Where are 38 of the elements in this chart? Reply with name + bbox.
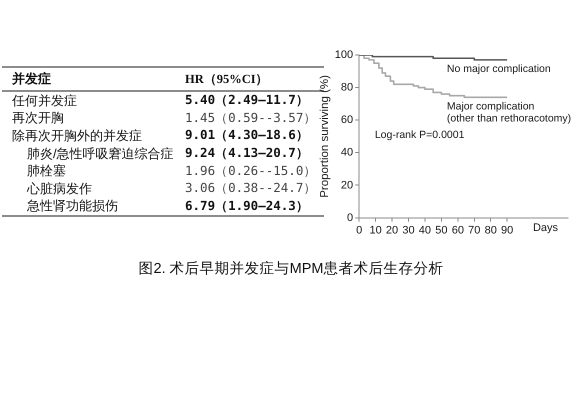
text: HR（95%CI）: [185, 72, 269, 86]
x-tick-label: 50: [435, 224, 448, 236]
text: 1.96（0.26--15.0）: [185, 162, 316, 178]
text: 肺炎/急性呼吸窘迫综合症: [27, 146, 174, 161]
x-tick-label: 30: [402, 224, 415, 236]
text: 再次开胸: [12, 110, 64, 126]
annotation: Log-rank P=0.0001: [374, 129, 465, 142]
x-tick-label: 20: [386, 224, 398, 236]
series-label: No major complication: [446, 63, 551, 76]
text: 心脏病发作: [27, 180, 92, 196]
text: 6.79（1.90—24.3）: [185, 198, 309, 213]
y-tick-label: 100: [334, 49, 354, 62]
text: 1.45（0.59--3.57）: [185, 110, 316, 125]
x-tick-label: 70: [468, 224, 480, 236]
y-tick-label: 40: [340, 146, 354, 159]
y-tick-label: 20: [340, 179, 354, 192]
text: 3.06（0.38--24.7）: [185, 180, 316, 196]
y-tick-label: 60: [340, 114, 354, 126]
y-axis-title: Proportion surviving (%): [319, 74, 332, 198]
text: 5.40（2.49—11.7）: [185, 92, 309, 108]
text: 任何并发症: [12, 92, 77, 108]
x-axis-title: Days: [532, 222, 558, 234]
x-tick-label: 40: [418, 224, 432, 236]
text: 除再次开胸外的并发症: [12, 128, 142, 143]
x-tick-label: 90: [501, 224, 514, 236]
text: 肺栓塞: [27, 163, 66, 178]
text: 急性肾功能损伤: [27, 198, 118, 214]
y-tick-label: 80: [340, 82, 354, 94]
x-tick-label: 10: [369, 224, 382, 236]
x-tick-label: 0: [356, 224, 362, 236]
x-tick-label: 60: [452, 224, 464, 236]
x-tick-label: 80: [484, 224, 497, 236]
text: 并发症: [12, 71, 51, 86]
series-label: Major complication (other than rethoracotomy): [446, 100, 572, 124]
text: 图2. 术后早期并发症与MPM患者术后生存分析: [138, 261, 444, 277]
text: 9.24（4.13—20.7）: [185, 145, 309, 160]
y-tick-label: 0: [347, 212, 354, 224]
text: 9.01（4.30—18.6）: [185, 127, 309, 142]
